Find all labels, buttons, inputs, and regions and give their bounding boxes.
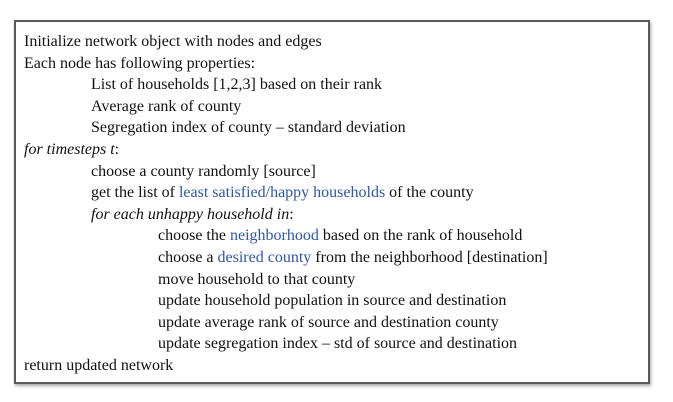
line-text: for each unhappy household in — [91, 205, 290, 223]
line-text: get the list of — [91, 184, 179, 202]
algorithm-line: update average rank of source and destin… — [24, 312, 648, 334]
line-text: return updated network — [24, 356, 174, 374]
line-text: update average rank of source and destin… — [158, 313, 499, 331]
algorithm-line: update segregation index – std of source… — [24, 333, 648, 355]
line-text: Each node has following properties: — [24, 54, 256, 72]
line-text: move household to that county — [158, 270, 356, 288]
algorithm-line: for each unhappy household in: — [24, 204, 648, 226]
line-text: based on the rank of household — [318, 227, 523, 245]
algorithm-line: get the list of least satisfied/happy ho… — [24, 182, 648, 204]
algorithm-line: Average rank of county — [24, 96, 648, 118]
line-text: update segregation index – std of source… — [158, 335, 518, 353]
line-text: for timesteps t — [24, 140, 115, 158]
line-text: from the neighborhood [destination] — [311, 248, 548, 266]
line-text: : — [289, 205, 294, 223]
algorithm-line: Segregation index of county – standard d… — [24, 117, 648, 139]
algorithm-line: List of households [1,2,3] based on thei… — [24, 74, 648, 96]
algorithm-line: return updated network — [24, 355, 648, 377]
algorithm-line: update household population in source an… — [24, 290, 648, 312]
algorithm-line: choose the neighborhood based on the ran… — [24, 225, 648, 247]
line-text: choose a — [158, 248, 218, 266]
line-text: Average rank of county — [91, 97, 242, 115]
line-text: Segregation index of county – standard d… — [91, 119, 406, 137]
algorithm-line: Each node has following properties: — [24, 53, 648, 75]
algorithm-line: move household to that county — [24, 269, 648, 291]
line-text: update household population in source an… — [158, 292, 507, 310]
line-text: of the county — [385, 184, 474, 202]
algorithm-lines: Initialize network object with nodes and… — [24, 31, 648, 377]
line-text: choose a county randomly [source] — [91, 162, 316, 180]
line-text: : — [114, 140, 120, 158]
algorithm-line: choose a desired county from the neighbo… — [24, 247, 648, 269]
line-text: List of households [1,2,3] based on thei… — [91, 76, 383, 94]
algorithm-line: choose a county randomly [source] — [24, 161, 648, 183]
line-text: Initialize network object with nodes and… — [24, 33, 322, 50]
highlighted-term: neighborhood — [229, 227, 319, 245]
highlighted-term: least satisfied/happy households — [178, 184, 386, 202]
line-text: choose the — [158, 227, 230, 245]
algorithm-line: Initialize network object with nodes and… — [24, 31, 648, 53]
algorithm-line: for timesteps t: — [24, 139, 648, 161]
algorithm-box: Initialize network object with nodes and… — [14, 20, 650, 384]
highlighted-term: desired county — [217, 248, 312, 266]
